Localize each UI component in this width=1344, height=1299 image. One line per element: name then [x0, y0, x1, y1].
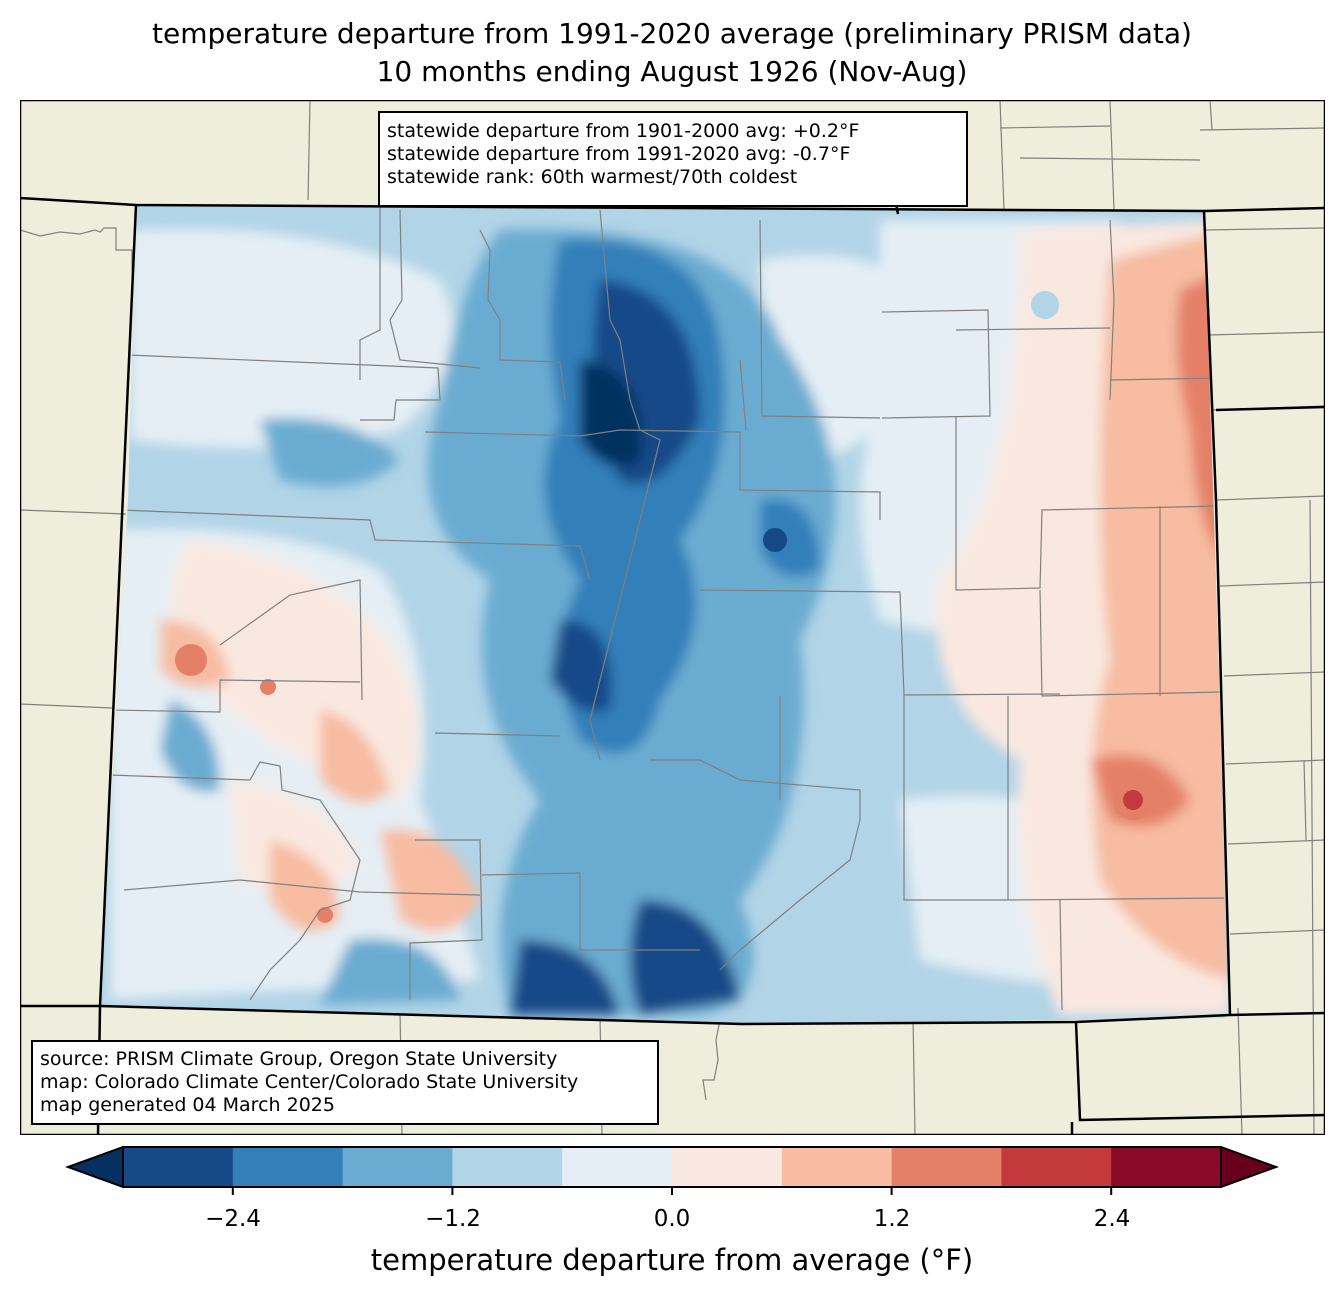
colorbar-segment	[342, 1147, 453, 1187]
colorbar-segment	[232, 1147, 344, 1187]
colorbar-segment	[1001, 1147, 1112, 1187]
map-panel	[20, 100, 1325, 1135]
stats-rank: statewide rank: 60th warmest/70th coldes…	[387, 166, 798, 188]
colorbar-tick-label: 0.0	[653, 1206, 691, 1232]
statewide-stats-box: statewide departure from 1901-2000 avg: …	[378, 111, 968, 207]
source-line: source: PRISM Climate Group, Oregon Stat…	[40, 1048, 558, 1070]
map-credit-line: map: Colorado Climate Center/Colorado St…	[40, 1071, 579, 1093]
cool-spot	[1031, 291, 1059, 319]
colorbar-segment	[1111, 1147, 1222, 1187]
colorbar-segment	[891, 1147, 1002, 1187]
cool-spot	[763, 528, 787, 552]
source-attribution-box: source: PRISM Climate Group, Oregon Stat…	[31, 1040, 659, 1125]
warm-spot	[175, 644, 207, 676]
colorbar-tick-label: 1.2	[873, 1206, 911, 1232]
colorbar-segment	[781, 1147, 893, 1187]
colorado-county-lines	[109, 205, 1225, 1011]
colorbar-tick-label: 2.4	[1093, 1206, 1131, 1232]
warm-spot	[1123, 790, 1143, 810]
colorbar-under-arrow	[65, 1145, 124, 1189]
colorbar-segment	[123, 1147, 234, 1187]
map-frame-border	[20, 100, 1325, 1135]
colorado-temperature-map	[20, 100, 1325, 1135]
stats-departure-1991-2020: statewide departure from 1991-2020 avg: …	[387, 143, 851, 165]
colorbar-segment	[672, 1147, 783, 1187]
colorbar-tick-label: −1.2	[425, 1206, 481, 1232]
stats-departure-1901-2000: statewide departure from 1901-2000 avg: …	[387, 120, 860, 142]
colorbar-segment	[562, 1147, 673, 1187]
map-title-line2: 10 months ending August 1926 (Nov-Aug)	[376, 55, 968, 88]
warm-spot	[317, 907, 333, 923]
colorbar-segment	[452, 1147, 563, 1187]
colorbar	[65, 1145, 1279, 1195]
colorbar-label: temperature departure from average (°F)	[370, 1243, 974, 1277]
map-title-line1: temperature departure from 1991-2020 ave…	[152, 17, 1192, 50]
generated-date-line: map generated 04 March 2025	[40, 1094, 335, 1116]
warm-spot	[260, 679, 276, 695]
colorbar-over-arrow	[1220, 1145, 1279, 1189]
temperature-field	[100, 205, 1230, 1024]
colorbar-tick-label: −2.4	[205, 1206, 261, 1232]
